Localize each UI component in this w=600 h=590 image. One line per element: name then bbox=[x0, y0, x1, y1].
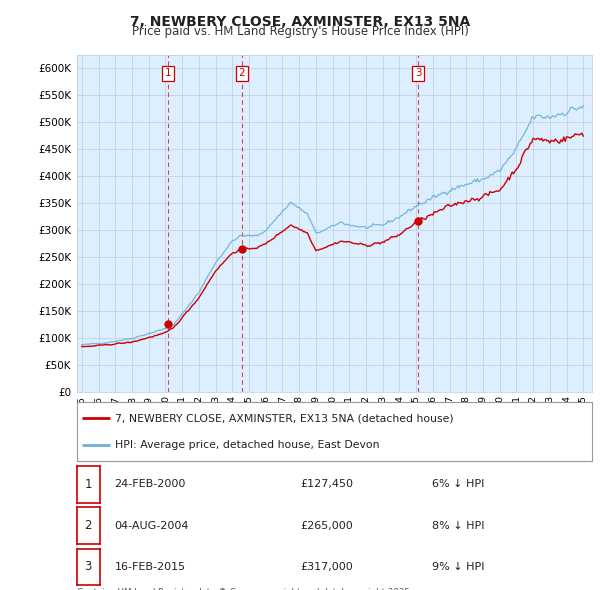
Text: £127,450: £127,450 bbox=[300, 480, 353, 489]
Text: 6% ↓ HPI: 6% ↓ HPI bbox=[432, 480, 484, 489]
Text: 1: 1 bbox=[164, 68, 171, 78]
Text: 9% ↓ HPI: 9% ↓ HPI bbox=[432, 562, 485, 572]
Text: £265,000: £265,000 bbox=[300, 521, 353, 530]
Text: 3: 3 bbox=[415, 68, 421, 78]
Text: 24-FEB-2000: 24-FEB-2000 bbox=[115, 480, 186, 489]
Text: 8% ↓ HPI: 8% ↓ HPI bbox=[432, 521, 485, 530]
Text: HPI: Average price, detached house, East Devon: HPI: Average price, detached house, East… bbox=[115, 441, 380, 450]
Text: 2: 2 bbox=[239, 68, 245, 78]
Text: 1: 1 bbox=[85, 478, 92, 491]
Text: Price paid vs. HM Land Registry's House Price Index (HPI): Price paid vs. HM Land Registry's House … bbox=[131, 25, 469, 38]
Text: 16-FEB-2015: 16-FEB-2015 bbox=[115, 562, 186, 572]
Text: 7, NEWBERY CLOSE, AXMINSTER, EX13 5NA: 7, NEWBERY CLOSE, AXMINSTER, EX13 5NA bbox=[130, 15, 470, 29]
Text: 04-AUG-2004: 04-AUG-2004 bbox=[115, 521, 189, 530]
Text: £317,000: £317,000 bbox=[300, 562, 353, 572]
Text: 3: 3 bbox=[85, 560, 92, 573]
Text: Contains HM Land Registry data © Crown copyright and database right 2025.
This d: Contains HM Land Registry data © Crown c… bbox=[77, 588, 412, 590]
Text: 2: 2 bbox=[85, 519, 92, 532]
Text: 7, NEWBERY CLOSE, AXMINSTER, EX13 5NA (detached house): 7, NEWBERY CLOSE, AXMINSTER, EX13 5NA (d… bbox=[115, 414, 454, 423]
